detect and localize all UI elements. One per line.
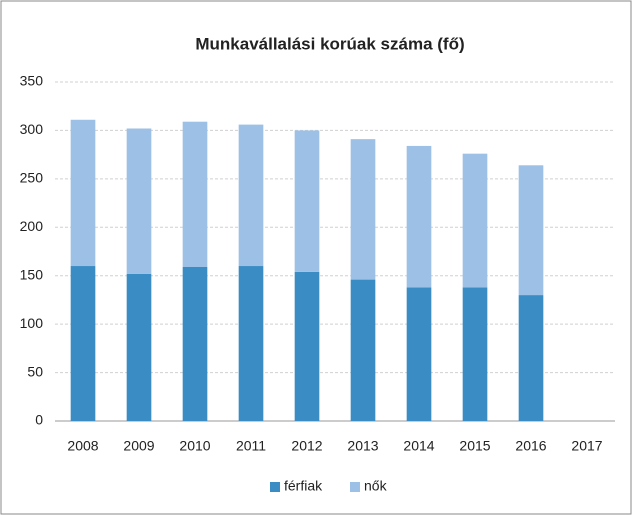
- x-tick-label: 2014: [403, 438, 434, 454]
- y-tick-label: 100: [20, 315, 44, 331]
- bar-segment: [406, 145, 432, 288]
- bar-segment: [126, 128, 152, 274]
- bar-segment: [238, 266, 264, 421]
- legend-label: férfiak: [284, 478, 323, 494]
- y-tick-label: 0: [35, 412, 43, 428]
- bar-segment: [238, 124, 264, 267]
- y-tick-label: 350: [20, 73, 44, 89]
- legend-label: nők: [364, 478, 388, 494]
- x-tick-label: 2008: [67, 438, 98, 454]
- bar-segment: [182, 266, 208, 421]
- x-tick-label: 2017: [571, 438, 602, 454]
- y-tick-label: 300: [20, 121, 44, 137]
- x-tick-label: 2013: [347, 438, 378, 454]
- bar-segment: [70, 266, 96, 421]
- bar-segment: [70, 119, 96, 267]
- legend-swatch: [350, 482, 360, 492]
- x-tick-label: 2015: [459, 438, 490, 454]
- bar-segment: [126, 273, 152, 421]
- bar-segment: [462, 153, 488, 288]
- bar-segment: [294, 130, 320, 272]
- bar-segment: [182, 121, 208, 267]
- bar-segment: [518, 295, 544, 421]
- y-tick-label: 150: [20, 266, 44, 282]
- x-tick-label: 2009: [123, 438, 154, 454]
- y-tick-label: 250: [20, 170, 44, 186]
- x-tick-label: 2010: [179, 438, 210, 454]
- bar-segment: [462, 287, 488, 421]
- y-tick-label: 200: [20, 218, 44, 234]
- bar-segment: [406, 287, 432, 421]
- bar-segment: [518, 165, 544, 296]
- x-tick-label: 2011: [236, 438, 266, 454]
- x-tick-label: 2016: [515, 438, 546, 454]
- x-tick-label: 2012: [291, 438, 322, 454]
- bar-segment: [294, 271, 320, 421]
- bar-segment: [350, 279, 376, 421]
- bar-segment: [350, 139, 376, 280]
- chart-title: Munkavállalási korúak száma (fő): [195, 34, 464, 53]
- legend-swatch: [270, 482, 280, 492]
- y-tick-label: 50: [27, 363, 43, 379]
